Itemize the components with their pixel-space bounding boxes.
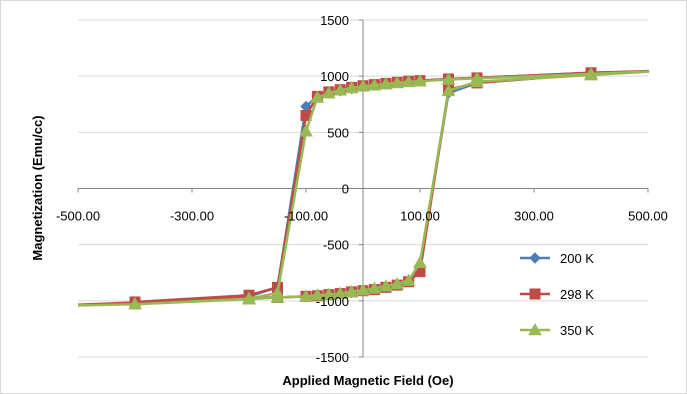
data-point <box>356 283 370 296</box>
series-350-k <box>77 66 650 310</box>
data-point <box>390 75 405 89</box>
legend-item: 350 K <box>520 322 594 338</box>
data-point <box>333 83 348 96</box>
data-point <box>321 85 336 99</box>
data-point <box>401 74 416 88</box>
x-tick-label: 100.00 <box>400 209 440 224</box>
legend-label: 200 K <box>560 251 594 266</box>
data-point <box>413 74 427 87</box>
y-tick-label: -1000 <box>316 294 349 309</box>
data-point <box>378 279 393 292</box>
x-tick-label: 300.00 <box>514 209 554 224</box>
x-tick-label: -500.00 <box>56 209 100 224</box>
data-point <box>584 68 598 81</box>
data-point <box>333 286 348 299</box>
data-point <box>299 124 313 137</box>
data-point <box>441 83 456 97</box>
legend-item: 200 K <box>520 251 594 266</box>
legend-marker <box>529 252 541 264</box>
data-point <box>367 281 382 294</box>
y-tick-label: -500 <box>323 238 349 253</box>
data-point <box>310 90 325 103</box>
tick-labels: -1500 -1000 -500 0 500 1000 1500 -500.00 -300.00… <box>56 13 668 365</box>
x-axis-title: Applied Magnetic Field (Oe) <box>282 373 453 388</box>
data-point <box>367 78 382 91</box>
legend-label: 350 K <box>560 323 594 338</box>
data-point <box>401 273 416 286</box>
y-tick-label: -1500 <box>316 350 349 365</box>
series-layer <box>77 66 650 310</box>
data-point <box>310 288 325 301</box>
data-point <box>378 77 393 90</box>
legend: 200 K 298 K 350 K <box>520 251 594 338</box>
data-point <box>413 255 427 268</box>
axes <box>77 19 649 358</box>
y-tick-label: 500 <box>327 125 349 140</box>
y-axis-title: Magnetization (Emu/cc) <box>30 115 45 260</box>
data-point <box>299 289 313 302</box>
data-point <box>128 297 142 310</box>
legend-label: 298 K <box>560 287 594 302</box>
x-tick-label: 500.00 <box>628 209 668 224</box>
data-point <box>270 290 285 303</box>
x-tick-label: -300.00 <box>170 209 214 224</box>
data-point <box>321 287 336 300</box>
y-tick-label: 0 <box>342 182 349 197</box>
data-point <box>390 276 405 290</box>
x-tick-label: -100.00 <box>284 209 328 224</box>
data-point <box>356 79 370 92</box>
y-tick-label: 1500 <box>320 13 349 28</box>
y-tick-label: 1000 <box>320 69 349 84</box>
data-point <box>344 284 359 298</box>
legend-item: 298 K <box>520 287 594 302</box>
data-point <box>344 80 359 94</box>
legend-marker <box>529 288 541 300</box>
data-point <box>470 74 484 88</box>
data-point <box>242 292 256 305</box>
legend-marker <box>528 322 542 336</box>
